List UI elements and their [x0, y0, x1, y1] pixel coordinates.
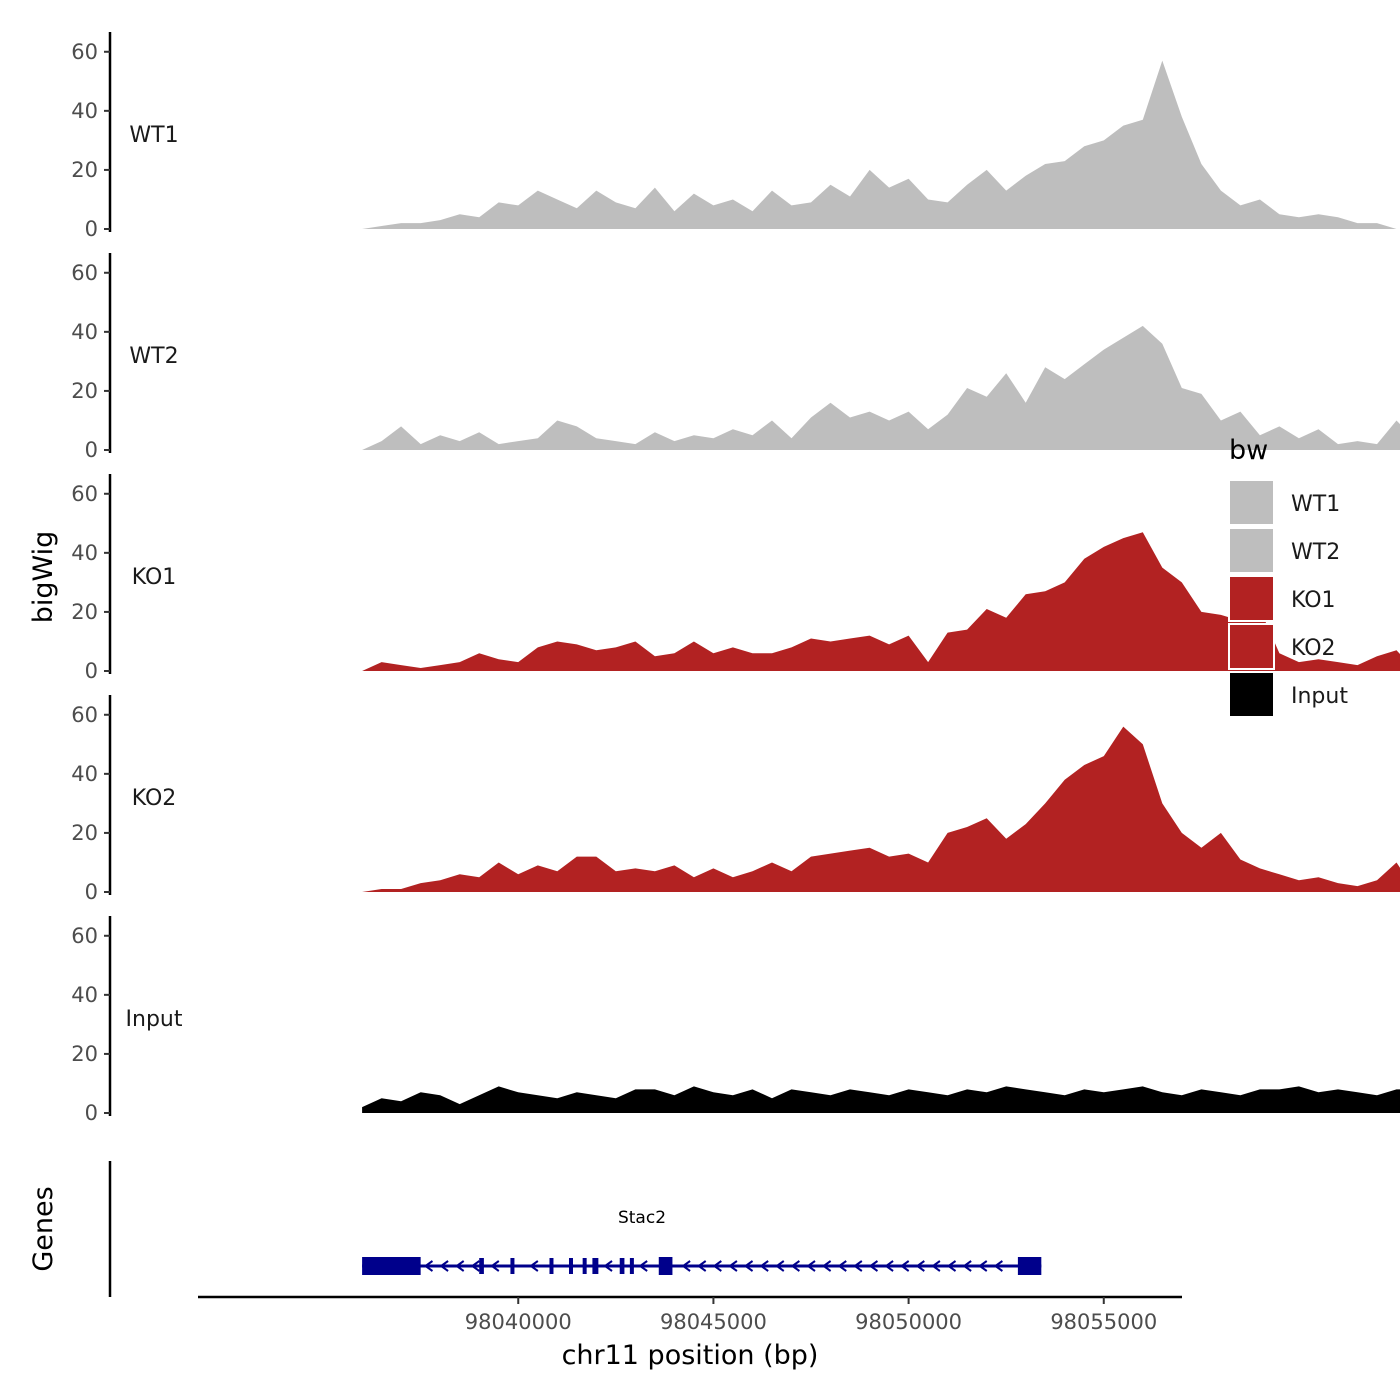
legend-label: Input: [1291, 684, 1348, 709]
strand-arrow: [931, 1260, 941, 1272]
gene-exon: [619, 1258, 625, 1274]
y-tick-label: 60: [71, 261, 98, 285]
strand-arrow: [603, 1260, 613, 1272]
track-panel-wt1: 0 20 40 60 WT1: [71, 32, 1400, 241]
strand-arrow: [946, 1260, 957, 1272]
y-tick-label: 60: [71, 703, 98, 727]
y-tick-label: 60: [71, 924, 98, 948]
y-tick-label: 20: [71, 1042, 98, 1066]
legend-key-ko2: [1228, 623, 1275, 670]
gene-exon: [1017, 1257, 1042, 1275]
strand-arrow: [743, 1260, 754, 1272]
y-tick-label: 40: [71, 983, 98, 1007]
strand-arrow: [853, 1260, 863, 1272]
gene-exon: [594, 1258, 599, 1274]
strand-arrow: [423, 1260, 434, 1272]
y-tick-label: 0: [85, 659, 98, 683]
strand-arrow: [915, 1260, 925, 1272]
x-tick-label: 98045000: [660, 1310, 767, 1334]
strand-arrow: [439, 1260, 449, 1272]
track-panels: 0 20 40 60 WT1 0 20 40 60 WT2 0 20 40 60 KO1 0 20 40 60 KO2…: [71, 32, 1400, 1125]
gene-exon: [582, 1258, 587, 1274]
gene-name-label: Stac2: [618, 1208, 666, 1228]
legend-label: KO2: [1291, 636, 1336, 661]
legend: bw WT1 WT2 KO1 KO2 Input: [1228, 435, 1348, 718]
y-tick-label: 20: [71, 158, 98, 182]
y-axis-title: bigWig: [28, 531, 59, 624]
track-panel-ko2: 0 20 40 60 KO2: [71, 695, 1400, 904]
track-panel-input: 0 20 40 60 Input: [71, 916, 1400, 1125]
y-tick-label: 40: [71, 320, 98, 344]
legend-key-input: [1228, 671, 1275, 718]
y-tick-label: 0: [85, 438, 98, 462]
y-tick-label: 40: [71, 762, 98, 786]
track-panel-wt2: 0 20 40 60 WT2: [71, 253, 1400, 462]
strand-arrow: [837, 1260, 847, 1272]
strand-arrow: [962, 1260, 972, 1272]
x-axis: 98040000 98045000 98050000 98055000 chr11 p…: [198, 1295, 1182, 1371]
strand-arrow: [470, 1260, 480, 1272]
strand-arrow: [759, 1260, 769, 1272]
track-label: WT1: [129, 123, 178, 148]
x-tick-label: 98040000: [465, 1310, 572, 1334]
legend-label: KO1: [1291, 588, 1336, 613]
coverage-area-input: [362, 1086, 1400, 1113]
legend-key-wt1: [1228, 479, 1275, 526]
track-label: Input: [126, 1007, 183, 1032]
strand-arrow: [899, 1260, 910, 1272]
y-tick-label: 0: [85, 217, 98, 241]
strand-arrow: [868, 1260, 879, 1272]
strand-arrow: [775, 1260, 785, 1272]
strand-arrow: [454, 1260, 465, 1272]
y-tick-label: 40: [71, 541, 98, 565]
gene-exon: [549, 1258, 554, 1274]
strand-arrow: [490, 1260, 500, 1272]
x-tick-label: 98050000: [855, 1310, 962, 1334]
strand-arrow: [696, 1260, 707, 1272]
coverage-area-ko2: [362, 726, 1400, 892]
track-label: KO1: [132, 565, 177, 590]
legend-label: WT1: [1291, 492, 1340, 517]
strand-arrow: [728, 1260, 738, 1272]
strand-arrow: [529, 1260, 539, 1272]
gene-exon: [568, 1258, 573, 1274]
strand-arrow: [712, 1260, 722, 1272]
gene-track: Genes Stac2: [28, 1161, 1042, 1297]
strand-arrow: [806, 1260, 816, 1272]
gene-exon: [658, 1257, 673, 1275]
strand-arrow: [638, 1260, 648, 1272]
strand-arrow: [681, 1260, 691, 1272]
gene-exon: [362, 1257, 421, 1275]
legend-key-ko1: [1228, 575, 1275, 622]
y-tick-label: 60: [71, 40, 98, 64]
y-tick-label: 0: [85, 1101, 98, 1125]
legend-label: WT2: [1291, 540, 1340, 565]
coverage-area-wt2: [362, 325, 1400, 450]
track-label: WT2: [129, 344, 178, 369]
track-panel-ko1: 0 20 40 60 KO1: [71, 474, 1400, 683]
strand-arrow: [884, 1260, 894, 1272]
gene-exon: [629, 1258, 634, 1274]
strand-arrow: [821, 1260, 832, 1272]
y-tick-label: 20: [71, 379, 98, 403]
y-tick-label: 20: [71, 600, 98, 624]
strand-arrow: [993, 1260, 1003, 1272]
x-axis-title: chr11 position (bp): [562, 1340, 819, 1371]
gene-exon: [510, 1258, 515, 1274]
legend-key-wt2: [1228, 527, 1275, 574]
coverage-area-wt1: [362, 60, 1400, 229]
track-label: KO2: [132, 786, 177, 811]
coverage-area-ko1: [362, 532, 1400, 671]
y-tick-label: 60: [71, 482, 98, 506]
y-tick-label: 40: [71, 99, 98, 123]
legend-title: bw: [1229, 435, 1268, 466]
strand-arrow: [790, 1260, 800, 1272]
y-tick-label: 20: [71, 821, 98, 845]
genes-axis-title: Genes: [28, 1186, 59, 1271]
gene-exon: [479, 1258, 484, 1274]
strand-arrow: [978, 1260, 988, 1272]
x-tick-label: 98055000: [1050, 1310, 1157, 1334]
y-tick-label: 0: [85, 880, 98, 904]
